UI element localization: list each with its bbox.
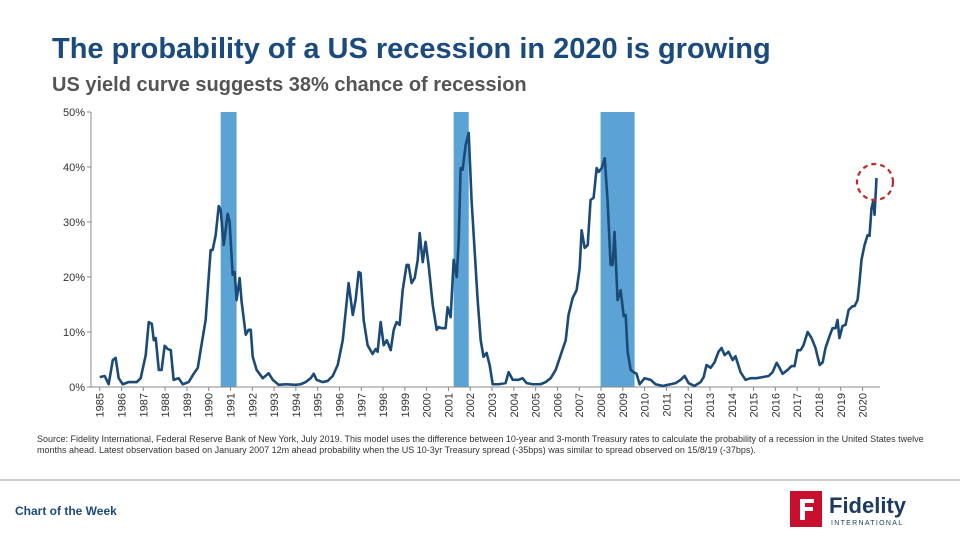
y-tick-label: 30% — [63, 217, 85, 229]
logo-tagline: INTERNATIONAL — [831, 520, 903, 527]
x-tick-label: 2013 — [705, 393, 717, 417]
highlight-circle — [855, 162, 895, 202]
x-tick-label: 2001 — [443, 393, 455, 417]
recession-band — [220, 112, 237, 387]
footer-label: Chart of the Week — [15, 504, 117, 518]
chart-title: The probability of a US recession in 202… — [52, 33, 771, 65]
x-tick-label: 2016 — [770, 393, 782, 417]
plot-area: 0% 10% 20% 30% 40% 50% 1985 1986 1987 1988 1989 199… — [63, 107, 880, 417]
x-tick-label: 1989 — [182, 393, 194, 417]
y-tick-label: 20% — [63, 272, 85, 284]
x-tick-label: 2005 — [531, 393, 543, 417]
x-tick-label: 2000 — [422, 393, 434, 417]
x-tick-label: 2004 — [509, 393, 521, 417]
x-tick-label: 2007 — [574, 393, 586, 417]
x-tick-label: 2003 — [487, 393, 499, 417]
x-tick-label: 2017 — [792, 393, 804, 417]
x-tick-label: 1993 — [269, 393, 281, 417]
x-tick-label: 1994 — [291, 393, 303, 417]
chart-subtitle: US yield curve suggests 38% chance of re… — [52, 74, 527, 96]
x-tick-label: 1990 — [204, 393, 216, 417]
x-tick-label: 2012 — [683, 393, 695, 417]
x-tick-label: 2009 — [618, 393, 630, 417]
x-tick-label: 1986 — [117, 393, 129, 417]
x-tick-label: 1991 — [225, 393, 237, 417]
x-tick-label: 1997 — [356, 393, 368, 417]
x-tick-label: 1998 — [378, 393, 390, 417]
x-tick-label: 2020 — [858, 393, 870, 417]
logo-icon — [800, 499, 814, 520]
x-tick-label: 1987 — [138, 393, 150, 417]
y-tick-label: 50% — [63, 107, 85, 119]
x-tick-label: 2011 — [661, 393, 673, 417]
x-tick-label: 2010 — [640, 393, 652, 417]
x-tick-label: 2015 — [749, 393, 761, 417]
y-tick-label: 40% — [63, 162, 85, 174]
x-tick-label: 1999 — [400, 393, 412, 417]
x-tick-label: 1992 — [247, 393, 259, 417]
x-tick-label: 2006 — [552, 393, 564, 417]
x-tick-label: 2014 — [727, 393, 739, 417]
x-tick-label: 1996 — [334, 393, 346, 417]
x-tick-label: 2019 — [836, 393, 848, 417]
recession-band — [453, 112, 469, 387]
x-tick-label: 1995 — [313, 393, 325, 417]
x-tick-label: 2002 — [465, 393, 477, 417]
x-tick-label: 2018 — [814, 393, 826, 417]
y-tick-label: 0% — [69, 382, 85, 394]
source-note: Source: Fidelity International, Federal … — [37, 434, 924, 455]
logo-name: Fidelity — [829, 493, 907, 518]
x-tick-label: 1988 — [160, 393, 172, 417]
x-tick-label: 2008 — [596, 393, 608, 417]
x-tick-label: 1985 — [95, 393, 107, 417]
recession-band — [600, 112, 635, 387]
series-line — [99, 131, 878, 388]
y-tick-label: 10% — [63, 327, 85, 339]
